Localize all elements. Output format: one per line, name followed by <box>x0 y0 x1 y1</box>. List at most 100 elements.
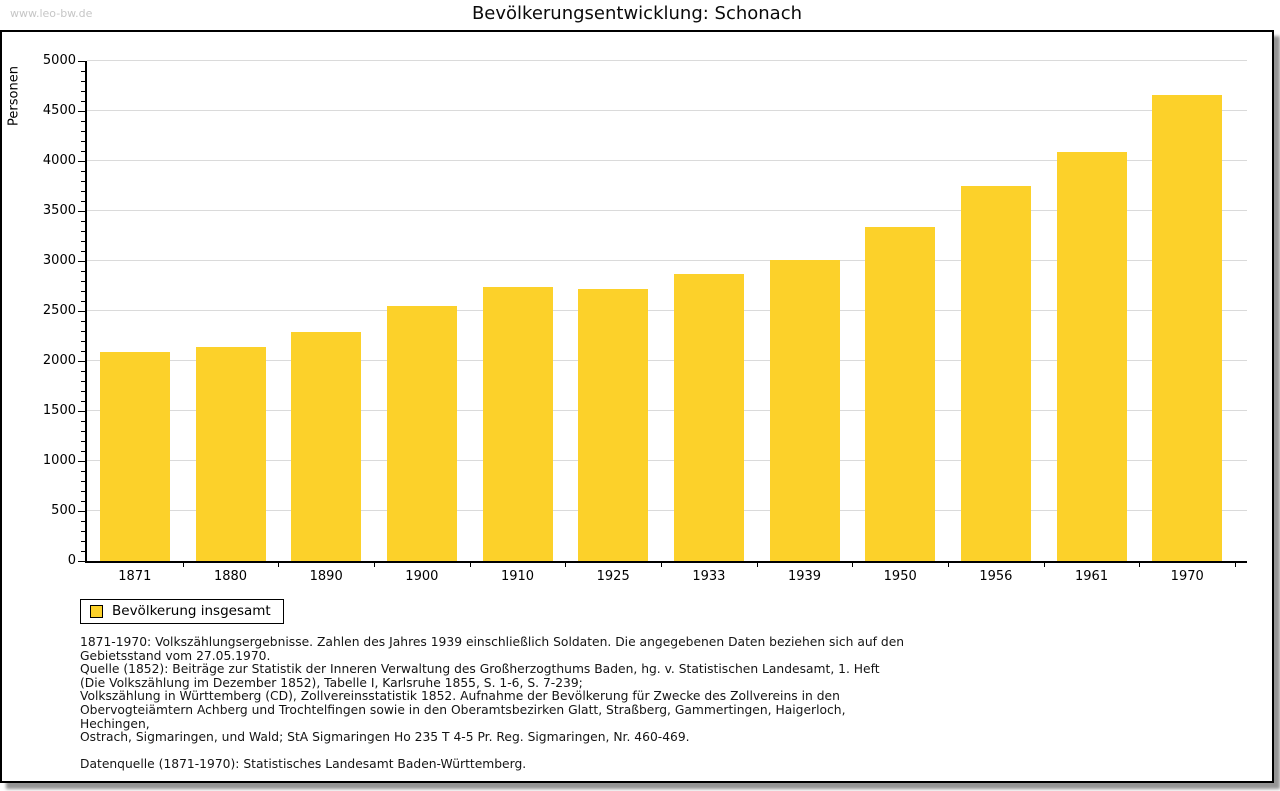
bar-1890 <box>291 332 362 561</box>
y-minor-tick <box>81 91 85 92</box>
gridline <box>87 510 1247 511</box>
y-minor-tick <box>81 351 85 352</box>
y-minor-tick <box>81 481 85 482</box>
x-tick <box>1043 563 1045 567</box>
y-minor-tick <box>81 141 85 142</box>
x-tick-label: 1925 <box>596 569 630 584</box>
bar-1961 <box>1056 151 1127 561</box>
y-minor-tick <box>81 291 85 292</box>
bar-slot <box>565 61 661 561</box>
y-major-tick <box>78 561 85 562</box>
y-minor-tick <box>81 241 85 242</box>
y-major-tick <box>78 111 85 112</box>
bar-slot <box>374 61 470 561</box>
bar-slot <box>183 61 279 561</box>
gridline <box>87 60 1247 61</box>
y-minor-tick <box>81 191 85 192</box>
x-tick-label: 1950 <box>883 569 917 584</box>
y-axis-line <box>85 61 87 563</box>
legend-color-swatch <box>90 604 103 618</box>
y-major-tick <box>78 461 85 462</box>
y-major-tick <box>78 161 85 162</box>
y-major-tick <box>78 211 85 212</box>
y-minor-tick <box>81 381 85 382</box>
y-tick-label: 1000 <box>42 453 76 468</box>
bar-slot <box>470 61 566 561</box>
y-minor-tick <box>81 471 85 472</box>
x-tick <box>469 563 471 567</box>
y-minor-tick <box>81 181 85 182</box>
y-minor-tick <box>81 321 85 322</box>
bar-1880 <box>195 346 266 561</box>
y-axis-label: Personen <box>6 66 22 126</box>
x-tick-label: 1939 <box>787 569 822 584</box>
bar-slot <box>87 61 183 561</box>
y-minor-tick <box>81 271 85 272</box>
legend-label: Bevölkerung insgesamt <box>112 603 271 619</box>
bar-1925 <box>578 289 649 561</box>
x-tick-label: 1900 <box>405 569 439 584</box>
y-minor-tick <box>81 341 85 342</box>
x-tick-label: 1910 <box>500 569 535 584</box>
y-tick-label: 0 <box>67 553 76 568</box>
footnote-line: Gebietsstand vom 27.05.1970. <box>80 648 271 663</box>
footnote-line: Quelle (1852): Beiträge zur Statistik de… <box>80 662 880 677</box>
x-tick-label: 1956 <box>979 569 1013 584</box>
footnote-line: Ostrach, Sigmaringen, und Wald; StA Sigm… <box>80 730 690 745</box>
y-tick-label: 500 <box>51 503 76 518</box>
bar-slot <box>852 61 948 561</box>
y-major-tick <box>78 361 85 362</box>
gridline <box>87 460 1247 461</box>
y-minor-tick <box>81 531 85 532</box>
x-tick-label: 1890 <box>309 569 343 584</box>
bar-1956 <box>960 185 1031 561</box>
y-minor-tick <box>81 201 85 202</box>
y-minor-tick <box>81 121 85 122</box>
plot-area <box>87 60 1247 561</box>
y-tick-label: 4000 <box>42 153 76 168</box>
bar-slot <box>278 61 374 561</box>
bars-layer <box>87 61 1235 561</box>
y-major-tick <box>78 411 85 412</box>
x-tick <box>852 563 854 567</box>
y-minor-tick <box>81 331 85 332</box>
bar-1933 <box>673 273 744 561</box>
y-tick-label: 2000 <box>42 353 76 368</box>
footnote-line: Obervogteiämtern Achberg und Trochtelfin… <box>80 702 846 731</box>
x-tick-label: 1933 <box>692 569 726 584</box>
y-minor-tick <box>81 281 85 282</box>
y-minor-tick <box>81 101 85 102</box>
x-tick <box>948 563 949 567</box>
footnotes: 1871-1970: Volkszählungsergebnisse. Zahl… <box>80 635 910 771</box>
gridline <box>87 410 1247 411</box>
x-tick <box>1235 563 1236 567</box>
footnote-line: Volkszählung in Württemberg (CD), Zollve… <box>80 689 840 704</box>
y-minor-tick <box>81 431 85 432</box>
bar-1950 <box>865 226 936 561</box>
y-tick-label: 1500 <box>42 403 76 418</box>
x-axis-labels: 1871 1880 1890 1900 1910 1925 1933 1939 1950 1956… <box>87 569 1235 584</box>
y-major-tick <box>78 311 85 312</box>
y-minor-tick <box>81 71 85 72</box>
x-tick-label: 1880 <box>213 569 248 584</box>
gridline <box>87 360 1247 361</box>
x-tick <box>1139 563 1141 567</box>
x-tick <box>565 563 567 567</box>
footnote-line: 1871-1970: Volkszählungsergebnisse. Zahl… <box>80 635 905 649</box>
y-minor-tick <box>81 451 85 452</box>
y-minor-tick <box>81 541 85 542</box>
y-minor-tick <box>81 301 85 302</box>
bar-slot <box>1044 61 1140 561</box>
gridline <box>87 310 1247 311</box>
bar-1871 <box>99 351 170 561</box>
bar-slot <box>757 61 853 561</box>
y-tick-label: 2500 <box>42 303 76 318</box>
y-minor-tick <box>81 81 85 82</box>
bar-slot <box>948 61 1044 561</box>
page-title: Bevölkerungsentwicklung: Schonach <box>471 3 803 24</box>
bar-1939 <box>769 259 840 561</box>
bar-slot <box>661 61 757 561</box>
x-tick-label: 1961 <box>1075 569 1109 584</box>
x-tick-label: 1871 <box>118 569 152 584</box>
y-minor-tick <box>81 501 85 502</box>
